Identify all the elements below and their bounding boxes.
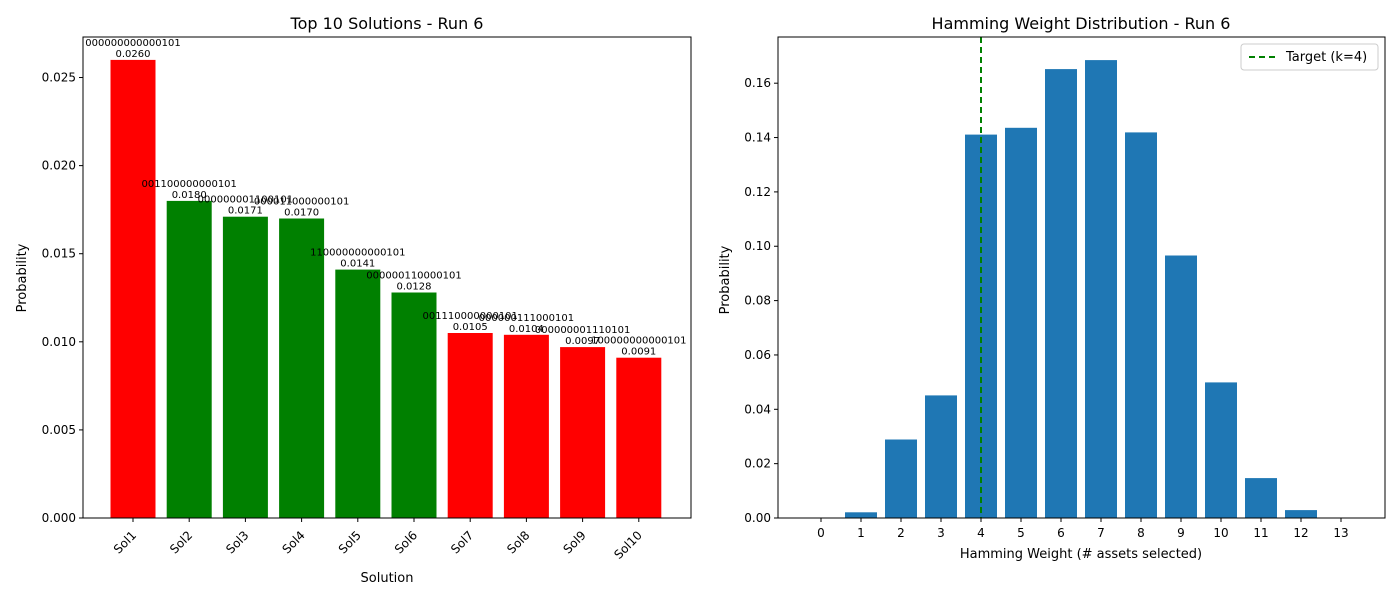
hamming-weight-chart: Hamming Weight Distribution - Run 6 Prob… <box>718 14 1386 562</box>
bar <box>845 512 877 518</box>
bar <box>110 59 156 519</box>
bitstring-label: 000011000000101 <box>254 197 349 208</box>
y-tick-label: 0.005 <box>42 423 76 437</box>
x-tick-label: 7 <box>1097 526 1105 540</box>
y-tick-label: 0.16 <box>744 76 771 90</box>
bar <box>1005 127 1037 519</box>
legend-box <box>1240 43 1379 71</box>
x-tick-label: 10 <box>1213 526 1228 540</box>
bar <box>925 395 957 518</box>
bar <box>279 218 325 518</box>
data-label: 0.0171 <box>228 206 263 217</box>
bitstring-label: 000000111000101 <box>479 313 574 324</box>
data-label: 0.0180 <box>172 190 207 201</box>
y-tick-label: 0.08 <box>744 294 771 308</box>
y-tick-label: 0.00 <box>744 511 771 525</box>
x-tick-label: 5 <box>1017 526 1025 540</box>
y-tick-label: 0.10 <box>744 239 771 253</box>
x-tick-label: 2 <box>897 526 905 540</box>
y-tick-label: 0.000 <box>42 511 76 525</box>
data-label: 0.0104 <box>509 324 544 335</box>
bar <box>166 200 212 518</box>
y-tick-label: 0.010 <box>42 335 76 349</box>
legend-label: Target (k=4) <box>1285 50 1367 65</box>
top-solutions-chart: Top 10 Solutions - Run 6 Probability Sol… <box>15 14 692 586</box>
bitstring-label: 001100000000101 <box>141 179 236 190</box>
bar <box>1285 510 1317 518</box>
bar <box>1085 60 1117 518</box>
data-label: 0.0170 <box>284 208 319 219</box>
bar <box>447 333 493 518</box>
bar <box>1245 478 1277 518</box>
bar <box>1205 382 1237 518</box>
x-tick-label: 4 <box>977 526 985 540</box>
data-label: 0.0097 <box>565 336 600 347</box>
bitstring-label: 000000001100101 <box>198 195 293 206</box>
bars-layer <box>845 60 1317 519</box>
x-tick-label: 3 <box>937 526 945 540</box>
data-label: 0.0141 <box>340 259 375 270</box>
y-tick-label: 0.015 <box>42 247 76 261</box>
data-label: 0.0091 <box>621 347 656 358</box>
plot-frame <box>82 36 692 519</box>
y-tick-label: 0.020 <box>42 159 76 173</box>
x-tick-label: 1 <box>857 526 865 540</box>
bar <box>560 347 606 518</box>
y-tick-label: 0.02 <box>744 457 771 471</box>
x-tick-label: 11 <box>1253 526 1268 540</box>
x-axis-label: Solution <box>361 571 414 586</box>
bitstring-label: 100000000000101 <box>591 336 686 347</box>
y-tick-label: 0.04 <box>744 402 771 416</box>
bar <box>503 334 549 518</box>
bar <box>1125 132 1157 518</box>
data-label: 0.0260 <box>116 49 151 60</box>
x-tick-label: 13 <box>1333 526 1348 540</box>
bar <box>1165 255 1197 518</box>
y-tick-label: 0.06 <box>744 348 771 362</box>
chart-title: Hamming Weight Distribution - Run 6 <box>932 14 1231 33</box>
x-axis-label: Hamming Weight (# assets selected) <box>960 547 1202 562</box>
axis-ticks: 0 1 2 3 4 5 6 7 8 9 10 11 12 130.000.020.040.060.080.… <box>744 76 1348 540</box>
legend: Target (k=4) <box>1240 43 1379 71</box>
bitstring-label: 001110000000101 <box>422 311 517 322</box>
bitstring-label: 000000000000101 <box>85 38 180 49</box>
x-tick-label: 9 <box>1177 526 1185 540</box>
x-tick-label: 8 <box>1137 526 1145 540</box>
bar <box>222 216 268 518</box>
bar <box>391 292 437 518</box>
data-label: 0.0105 <box>453 322 488 333</box>
bar <box>1045 69 1077 518</box>
y-tick-label: 0.025 <box>42 71 76 85</box>
bar <box>885 439 917 518</box>
x-tick-label: 0 <box>817 526 825 540</box>
y-tick-label: 0.12 <box>744 185 771 199</box>
bitstring-label: 000000110000101 <box>366 271 461 282</box>
x-tick-label: 6 <box>1057 526 1065 540</box>
x-tick-label: 12 <box>1293 526 1308 540</box>
y-axis-label: Probability <box>15 243 30 312</box>
bitstring-label: 000000001110101 <box>535 325 630 336</box>
bar <box>616 357 662 518</box>
y-tick-label: 0.14 <box>744 131 771 145</box>
chart-title: Top 10 Solutions - Run 6 <box>290 14 484 33</box>
bitstring-label: 110000000000101 <box>310 248 405 259</box>
y-axis-label: Probability <box>718 245 733 314</box>
plot-frame <box>777 36 1386 519</box>
bar <box>335 269 381 518</box>
data-label: 0.0128 <box>397 282 432 293</box>
